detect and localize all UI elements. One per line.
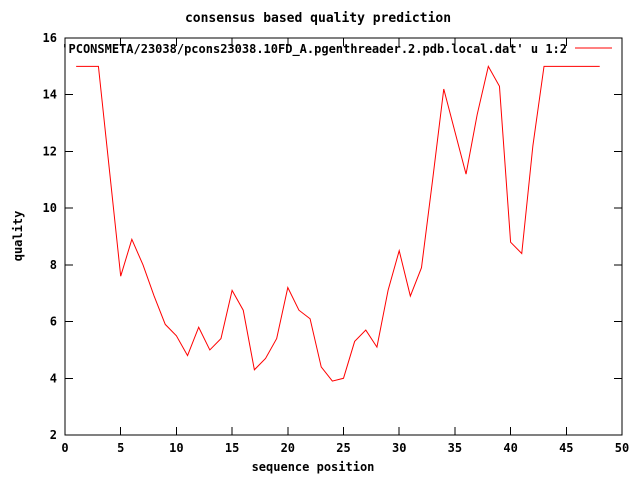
legend-label: 'PCONSMETA/23038/pcons23038.10FD_A.pgent… [61,42,567,57]
x-axis-label: sequence position [252,460,375,474]
y-tick-label: 12 [43,144,57,158]
y-tick-label: 16 [43,31,57,45]
x-tick-label: 5 [117,441,124,455]
series-line [76,64,600,382]
y-tick-label: 2 [50,428,57,442]
axis-ticks [64,37,623,436]
x-tick-label: 15 [225,441,239,455]
x-tick-label: 45 [559,441,573,455]
x-tick-label: 30 [392,441,406,455]
x-tick-label: 25 [336,441,350,455]
y-tick-label: 4 [50,371,57,385]
x-tick-label: 50 [615,441,629,455]
x-tick-label: 0 [61,441,68,455]
y-axis-label: quality [11,211,25,262]
chart-title: consensus based quality prediction [185,11,451,26]
x-tick-label: 10 [169,441,183,455]
plot-border [64,37,623,436]
axis-tick-labels: 0 5 10 15 20 25 30 35 40 45 50 2 4 6 8 10 12 14 16 [43,31,630,455]
y-tick-label: 8 [50,258,57,272]
y-tick-label: 6 [50,315,57,329]
x-tick-label: 35 [448,441,462,455]
x-tick-label: 20 [281,441,295,455]
y-tick-label: 10 [43,201,57,215]
x-tick-label: 40 [503,441,517,455]
y-tick-label: 14 [43,88,57,102]
